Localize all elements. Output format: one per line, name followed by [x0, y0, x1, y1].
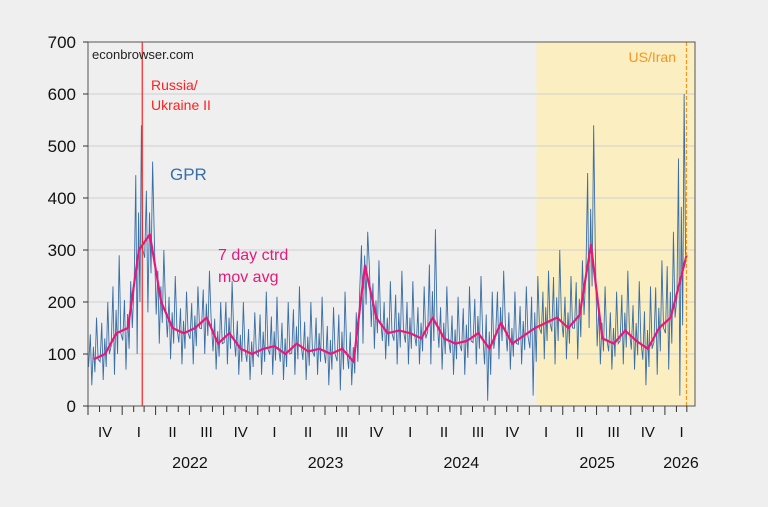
quarter-label: IV	[505, 424, 519, 441]
gpr-label: GPR	[170, 165, 207, 184]
quarter-label: III	[472, 424, 485, 441]
quarter-label: III	[200, 424, 213, 441]
russia-event-label-1: Russia/	[151, 77, 198, 93]
y-tick-label: 700	[48, 33, 76, 52]
shaded-region	[536, 42, 695, 406]
quarter-label: II	[575, 424, 583, 441]
year-label: 2024	[444, 455, 480, 472]
watermark: econbrowser.com	[92, 47, 194, 62]
y-tick-label: 300	[48, 241, 76, 260]
y-tick-label: 200	[48, 293, 76, 312]
year-label: 2025	[579, 455, 615, 472]
quarter-label: II	[304, 424, 312, 441]
y-tick-label: 500	[48, 137, 76, 156]
quarter-label: II	[440, 424, 448, 441]
iran-event-label: US/Iran	[629, 49, 676, 65]
quarter-label: II	[168, 424, 176, 441]
y-tick-label: 100	[48, 345, 76, 364]
y-tick-label: 400	[48, 189, 76, 208]
quarter-label: I	[272, 424, 276, 441]
y-tick-label: 600	[48, 85, 76, 104]
quarter-label: I	[137, 424, 141, 441]
gpr-series-line	[88, 93, 687, 401]
quarter-label: III	[336, 424, 349, 441]
quarter-label: IV	[234, 424, 248, 441]
quarter-label: IV	[369, 424, 383, 441]
ma-series-line	[93, 233, 688, 363]
year-label: 2026	[663, 455, 699, 472]
ma-label-line2: mov avg	[218, 269, 278, 286]
ma-label-line1: 7 day ctrd	[218, 247, 288, 264]
quarter-label: I	[680, 424, 684, 441]
quarter-label: IV	[98, 424, 112, 441]
year-label: 2023	[308, 455, 344, 472]
russia-event-label-2: Ukraine II	[151, 97, 211, 113]
quarter-label: I	[544, 424, 548, 441]
year-label: 2022	[172, 455, 208, 472]
plot-border	[87, 41, 696, 407]
y-tick-label: 0	[67, 397, 76, 416]
quarter-label: I	[408, 424, 412, 441]
quarter-label: IV	[641, 424, 655, 441]
quarter-label: III	[607, 424, 620, 441]
